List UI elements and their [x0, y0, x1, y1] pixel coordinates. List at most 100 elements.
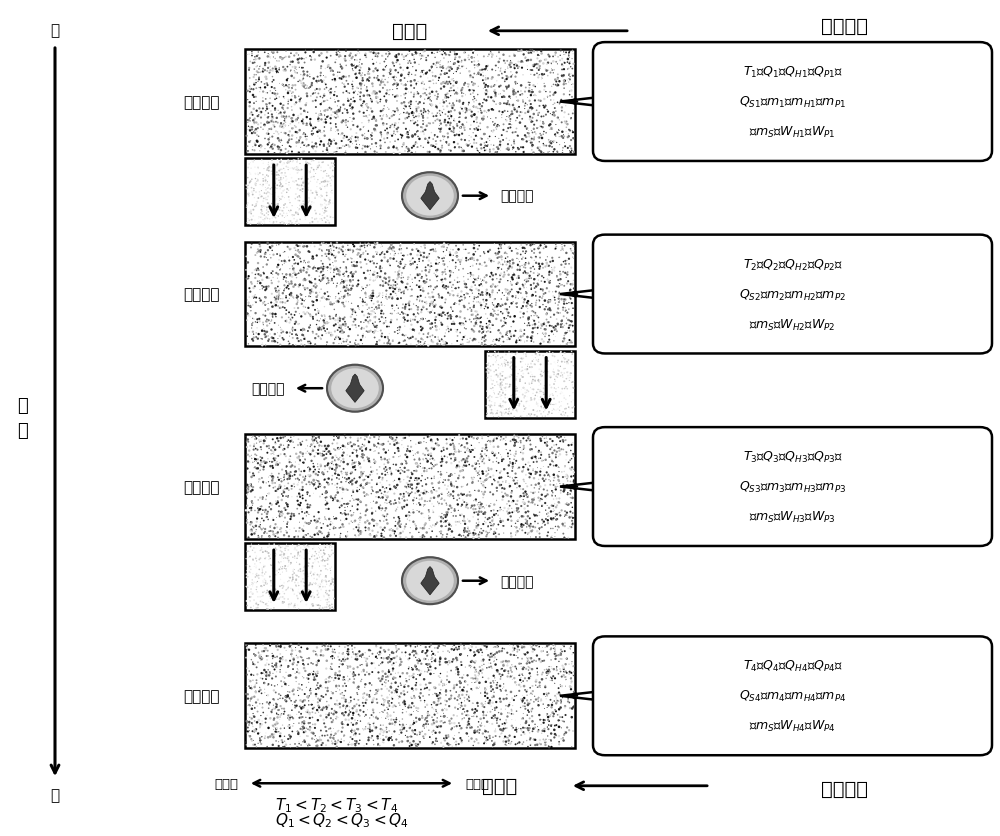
Point: [284, 650, 300, 664]
Point: [319, 538, 335, 552]
Point: [452, 671, 468, 685]
Point: [267, 317, 283, 330]
Point: [245, 57, 261, 70]
Point: [466, 45, 482, 59]
Point: [289, 298, 305, 311]
Point: [255, 576, 271, 589]
Point: [539, 394, 555, 407]
Point: [413, 105, 429, 119]
Point: [274, 332, 290, 345]
Point: [313, 679, 329, 692]
Point: [287, 550, 303, 563]
Point: [523, 283, 539, 297]
Point: [254, 542, 270, 555]
Point: [519, 364, 535, 378]
Point: [243, 567, 259, 580]
Point: [319, 729, 335, 742]
Point: [302, 739, 318, 752]
Point: [562, 642, 578, 655]
Point: [308, 328, 324, 341]
Point: [312, 542, 328, 555]
Point: [528, 467, 544, 481]
Point: [463, 438, 479, 451]
Point: [284, 434, 300, 447]
Point: [342, 495, 358, 508]
Point: [407, 727, 423, 741]
Point: [542, 475, 558, 488]
Text: $\mathit{T_4}$、$\mathit{Q_4}$、$\mathit{Q_{H4}}$、$\mathit{Q_{P4}}$、: $\mathit{T_4}$、$\mathit{Q_4}$、$\mathit{Q…: [743, 659, 842, 674]
Point: [250, 586, 266, 599]
Point: [328, 81, 344, 94]
Point: [510, 643, 526, 656]
Point: [328, 462, 344, 476]
Point: [455, 119, 471, 132]
Point: [263, 558, 279, 572]
Point: [273, 525, 289, 538]
Point: [541, 285, 557, 298]
Point: [539, 259, 555, 273]
Point: [260, 334, 276, 348]
Point: [253, 269, 269, 283]
Point: [281, 311, 297, 324]
Point: [543, 741, 559, 754]
Point: [317, 441, 333, 455]
Point: [565, 436, 581, 450]
Point: [536, 118, 552, 131]
Point: [326, 716, 342, 729]
Point: [288, 188, 304, 201]
Point: [306, 665, 322, 678]
Point: [479, 643, 495, 656]
Point: [525, 462, 541, 476]
Point: [309, 513, 325, 527]
Point: [314, 76, 330, 89]
Point: [530, 492, 546, 505]
Point: [496, 463, 512, 477]
Point: [541, 358, 557, 371]
Point: [533, 110, 549, 124]
Point: [322, 172, 338, 186]
Point: [344, 726, 360, 739]
Point: [531, 293, 547, 307]
Point: [291, 251, 307, 264]
Point: [397, 431, 413, 445]
Point: [308, 138, 324, 151]
Point: [452, 111, 468, 125]
Point: [328, 54, 344, 67]
Point: [298, 721, 314, 735]
Point: [259, 597, 275, 610]
Point: [531, 640, 547, 654]
Point: [420, 472, 436, 485]
Point: [506, 89, 522, 102]
Point: [373, 641, 389, 655]
Point: [539, 649, 555, 662]
Point: [520, 106, 536, 120]
Point: [490, 665, 506, 679]
Point: [310, 444, 326, 457]
Point: [313, 554, 329, 568]
Point: [263, 525, 279, 538]
Point: [290, 583, 306, 596]
Point: [255, 706, 271, 719]
Point: [300, 173, 316, 186]
Point: [474, 113, 490, 126]
Point: [495, 682, 511, 696]
Point: [357, 287, 373, 300]
Point: [475, 66, 491, 79]
Point: [317, 288, 333, 301]
Point: [564, 480, 580, 493]
Point: [540, 510, 556, 523]
Point: [369, 464, 385, 477]
Point: [277, 690, 293, 703]
Point: [245, 588, 261, 601]
Point: [278, 79, 294, 93]
Point: [312, 208, 328, 222]
Point: [389, 83, 405, 96]
Point: [249, 322, 265, 335]
Point: [331, 672, 347, 686]
Point: [242, 301, 258, 314]
Point: [291, 546, 307, 559]
Point: [445, 653, 461, 666]
Point: [297, 129, 313, 142]
Point: [517, 293, 533, 307]
Point: [369, 257, 385, 271]
